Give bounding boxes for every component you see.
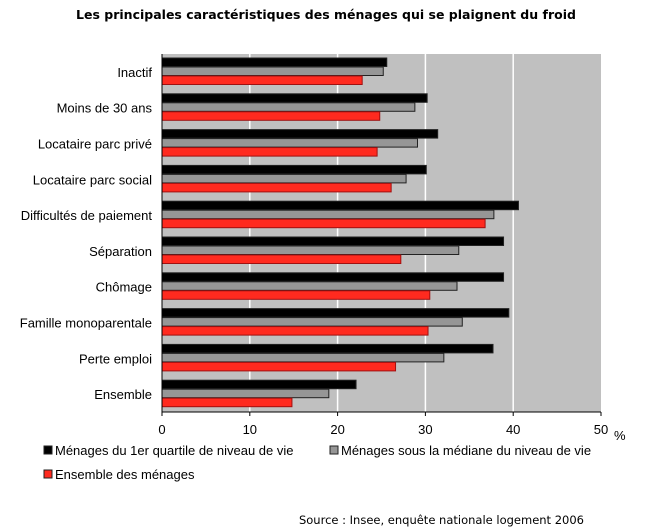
bar-2 [161, 317, 463, 327]
bar-1 [161, 272, 505, 282]
bar-3 [161, 111, 381, 121]
bar-2 [161, 102, 416, 112]
bar-3 [161, 75, 363, 85]
legend-swatch [43, 469, 53, 479]
bar-2 [161, 245, 460, 255]
bar-2 [161, 352, 445, 363]
bar-1 [161, 200, 519, 211]
bar-3 [161, 361, 397, 372]
bar-3 [161, 326, 429, 336]
bar-1 [161, 236, 505, 246]
bar-3 [161, 147, 378, 157]
bar-3 [161, 254, 402, 264]
x-tick-label: 10 [243, 422, 257, 437]
bar-3 [161, 218, 486, 229]
bar-1 [161, 129, 439, 139]
bar-2 [161, 388, 330, 399]
category-label: Locataire parc social [33, 172, 152, 187]
chart-title: Les principales caractéristiques des mén… [76, 7, 576, 22]
legend-label: Ensemble des ménages [55, 467, 195, 482]
x-tick-label: 20 [330, 422, 344, 437]
category-label: Séparation [89, 244, 152, 259]
category-label: Perte emploi [79, 351, 152, 366]
bar-2 [161, 173, 407, 184]
bar-3 [161, 182, 392, 193]
bar-3 [161, 290, 431, 300]
x-unit-label: % [614, 428, 626, 443]
legend-swatch [43, 445, 53, 455]
category-label: Difficultés de paiement [21, 208, 153, 223]
bar-1 [161, 93, 428, 103]
bar-1 [161, 308, 510, 318]
category-label: Locataire parc privé [38, 137, 152, 152]
bar-2 [161, 209, 495, 220]
bar-3 [161, 397, 293, 408]
category-label: Moins de 30 ans [57, 101, 153, 116]
category-label: Chômage [96, 280, 152, 295]
source-note: Source : Insee, enquête nationale logeme… [299, 513, 584, 527]
bar-1 [161, 57, 388, 67]
category-label: Inactif [117, 65, 152, 80]
x-tick-label: 0 [158, 422, 165, 437]
bar-2 [161, 281, 458, 291]
category-label: Famille monoparentale [20, 316, 152, 331]
bar-2 [161, 66, 384, 76]
x-tick-label: 40 [506, 422, 520, 437]
bar-2 [161, 138, 418, 148]
bar-1 [161, 164, 427, 175]
category-label: Ensemble [94, 387, 152, 402]
legend-label: Ménages du 1er quartile de niveau de vie [55, 443, 294, 458]
x-tick-label: 50 [594, 422, 608, 437]
bar-1 [161, 379, 357, 390]
legend-swatch [329, 445, 339, 455]
bar-1 [161, 343, 494, 354]
x-tick-label: 30 [418, 422, 432, 437]
legend-label: Ménages sous la médiane du niveau de vie [341, 443, 591, 458]
